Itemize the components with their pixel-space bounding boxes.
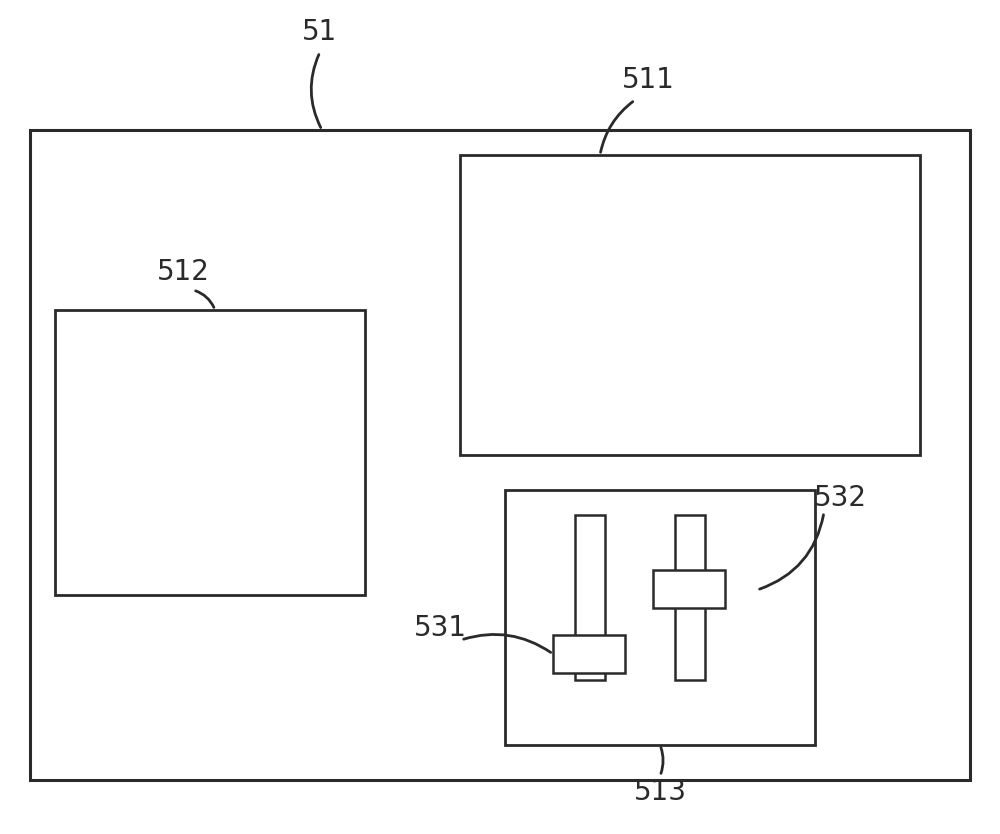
Bar (653, 570, 725, 608)
Bar (30, 130, 970, 780)
Bar (675, 515, 705, 680)
Bar (505, 490, 815, 745)
Text: 513: 513 (634, 778, 686, 806)
Bar (460, 155, 920, 455)
Bar (55, 310, 365, 595)
Text: 531: 531 (414, 614, 466, 642)
Text: 51: 51 (302, 18, 338, 46)
Bar (553, 635, 625, 673)
Bar (575, 515, 605, 680)
Text: 511: 511 (622, 66, 674, 94)
Text: 532: 532 (814, 484, 866, 512)
Text: 512: 512 (157, 258, 209, 286)
